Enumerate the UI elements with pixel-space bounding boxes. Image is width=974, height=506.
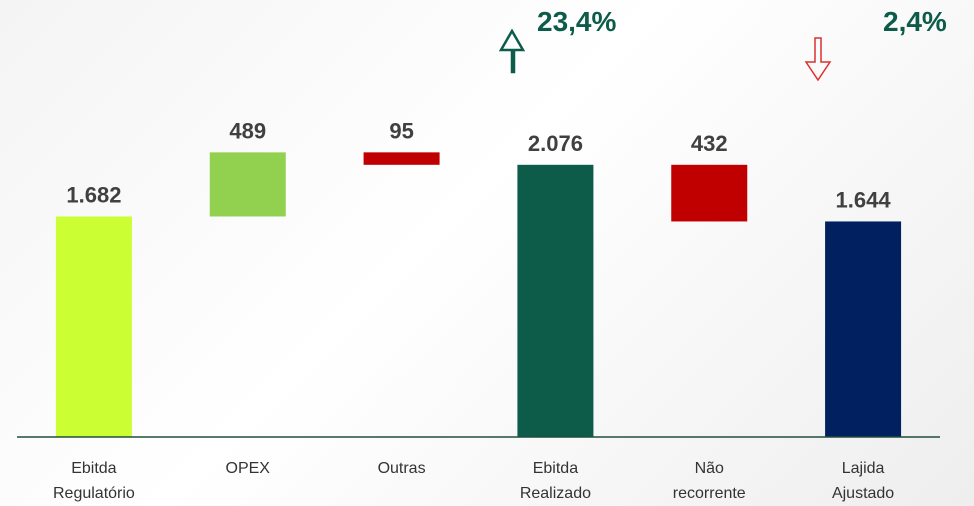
x-tick-label: Lajida Ajustado xyxy=(788,456,938,506)
x-tick-text: Outras xyxy=(377,460,426,477)
value-label: 1.682 xyxy=(66,182,121,207)
value-label: 489 xyxy=(229,118,266,143)
bar xyxy=(517,164,594,437)
x-tick-label: OPEX xyxy=(173,456,323,481)
x-tick-text: Não recorrente xyxy=(672,460,746,502)
down-arrow xyxy=(804,37,832,82)
bar xyxy=(55,216,132,437)
bar xyxy=(209,152,286,217)
value-label: 432 xyxy=(691,131,728,156)
x-tick-text: Ebitda Regulatório xyxy=(52,460,135,502)
annotation: 2,4% xyxy=(883,6,947,37)
value-label: 2.076 xyxy=(528,131,583,156)
value-label: 1.644 xyxy=(836,187,892,212)
x-tick-text: Lajida Ajustado xyxy=(831,460,895,502)
x-tick-label: Não recorrente xyxy=(634,456,784,506)
x-tick-label: Ebitda Regulatório xyxy=(19,456,169,506)
value-label: 95 xyxy=(389,118,413,143)
bar xyxy=(363,152,440,165)
x-tick-label: Outras xyxy=(327,456,477,481)
bar xyxy=(825,221,902,437)
x-tick-label: Ebitda Realizado xyxy=(480,456,630,506)
up-arrow xyxy=(498,28,526,74)
bar xyxy=(671,164,748,222)
x-tick-text: Ebitda Realizado xyxy=(519,460,591,502)
x-tick-text: OPEX xyxy=(225,460,270,477)
annotation: 23,4% xyxy=(537,6,616,37)
